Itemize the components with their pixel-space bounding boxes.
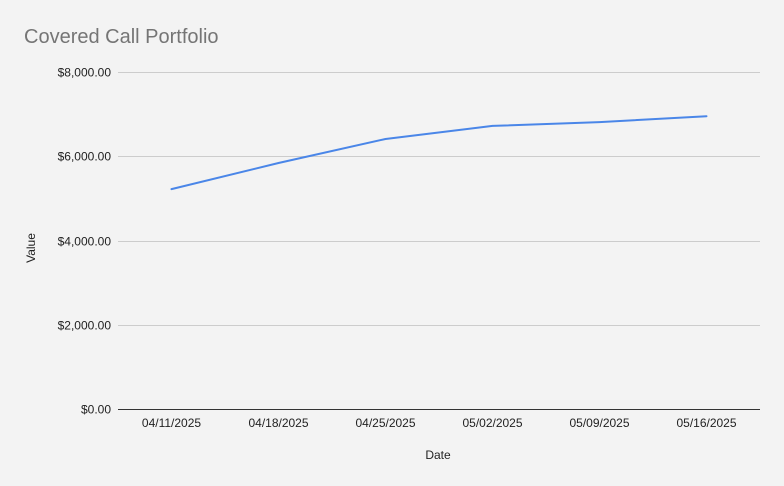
- y-axis-ticks: $0.00 $2,000.00 $4,000.00 $6,000.00 $8,000.0…: [58, 66, 112, 417]
- x-tick-label: 05/09/2025: [569, 416, 629, 430]
- y-tick-label: $6,000.00: [58, 150, 112, 164]
- chart-title: Covered Call Portfolio: [24, 26, 219, 48]
- x-axis-ticks: 04/11/2025 04/18/2025 04/25/2025 05/02/2025…: [142, 416, 737, 430]
- y-tick-label: $8,000.00: [58, 66, 112, 80]
- y-tick-label: $0.00: [81, 403, 111, 417]
- series-line: [170, 115, 708, 191]
- series-layer: [170, 115, 708, 191]
- x-tick-label: 05/02/2025: [462, 416, 522, 430]
- x-tick-label: 04/18/2025: [248, 416, 308, 430]
- gridlines: [118, 72, 760, 410]
- y-tick-label: $4,000.00: [58, 235, 112, 249]
- x-axis-title: Date: [425, 448, 451, 462]
- x-tick-label: 05/16/2025: [676, 416, 736, 430]
- x-tick-label: 04/11/2025: [142, 416, 201, 430]
- y-axis-title: Value: [24, 233, 38, 263]
- y-tick-label: $2,000.00: [58, 319, 112, 333]
- x-tick-label: 04/25/2025: [355, 416, 415, 430]
